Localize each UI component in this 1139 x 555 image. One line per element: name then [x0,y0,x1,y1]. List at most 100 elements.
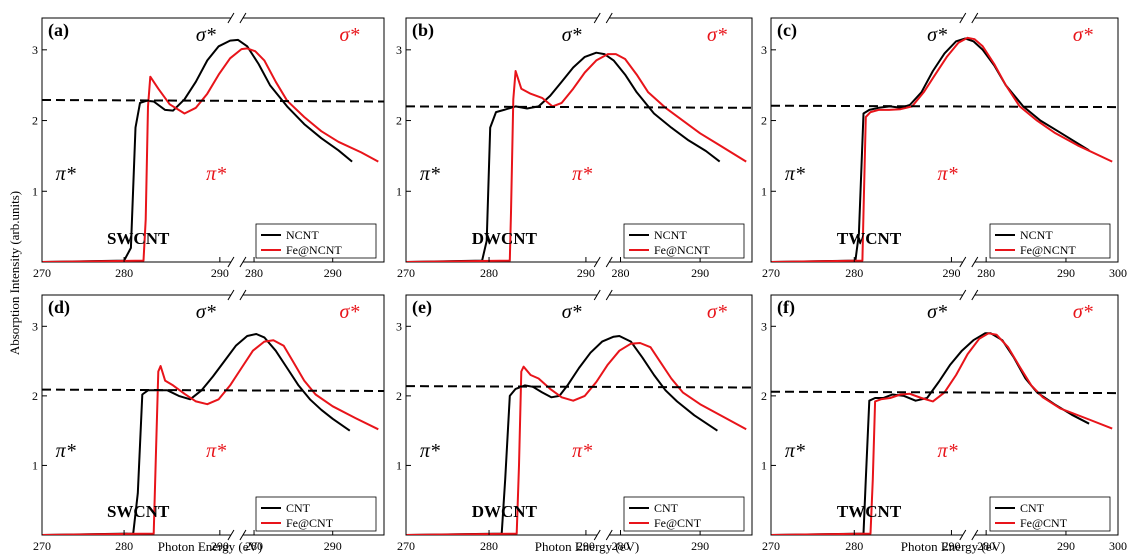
x-tick-label: 280 [977,539,995,553]
sigma-star-label: σ* [1073,24,1093,46]
sigma-star-label: σ* [927,24,947,46]
pi-star-label: π* [938,163,958,185]
axis-break-mark [227,529,235,541]
sigma-star-label: σ* [196,301,216,323]
legend-entry: NCNT [654,228,687,242]
y-tick-label: 2 [32,114,38,128]
legend-box [623,223,745,259]
y-tick-label: 1 [396,458,402,472]
legend-entry: Fe@CNT [1020,516,1068,530]
dashed-reference-line [406,385,752,389]
panel-f: 1 2 3 270 280 290 280 290 300 (f) σ* σ* π* π* TWCNT CNT… [761,289,1127,553]
axis-break-mark [593,256,601,268]
axis-break-mark [605,12,613,24]
plot-frame [770,17,1119,263]
legend-box [623,496,745,532]
sigma-star-label: σ* [927,301,947,323]
series-line-pristine [406,51,721,262]
x-tick-label: 270 [33,266,51,280]
plot-frame [41,294,385,536]
axis-break-mark [971,529,979,541]
pi-star-label: π* [56,440,76,462]
axis-break-mark [593,529,601,541]
series-line-fe-doped [42,47,379,262]
panel-label: (d) [48,297,70,318]
series-line-pristine [771,37,1090,262]
x-tick-label: 280 [612,539,630,553]
series-line-fe-doped [406,342,747,535]
legend-entry: CNT [286,501,311,515]
legend-entry: NCNT [286,228,319,242]
legend-entry: Fe@CNT [654,516,702,530]
y-tick-label: 2 [761,389,767,403]
sigma-star-label: σ* [562,24,582,46]
x-tick-label: 280 [845,266,863,280]
panel-a: 1 2 3 270 280 290 280 290 (a) σ* σ* π* π* SWCNT NCNTFe… [32,12,385,280]
series-line-fe-doped [406,53,747,262]
y-tick-label: 2 [396,114,402,128]
y-tick-label: 1 [761,184,767,198]
sigma-star-label: σ* [707,24,727,46]
dashed-reference-line [42,388,384,392]
x-tick-label: 280 [977,266,995,280]
axis-break-mark [971,289,979,301]
axis-break-mark [227,12,235,24]
x-axis-label-left: Photon Energy (eV) [157,539,263,554]
panel-d: 1 2 3 270 280 290 280 290 (d) σ* σ* π* π* SWCNT CNTFe@… [32,289,385,553]
y-tick-label: 3 [396,43,402,57]
pi-star-label: π* [785,440,805,462]
x-tick-label: 270 [762,539,780,553]
x-tick-label: 280 [115,266,133,280]
legend-entry: Fe@CNT [286,516,334,530]
panel-b: 1 2 3 270 280 290 280 290 (b) σ* σ* π* π* DWCNT NCNTFe… [396,12,753,280]
legend-box [989,496,1111,532]
dashed-reference-line [42,99,384,103]
x-axis-label: Photon Energy (eV) [534,539,640,554]
axis-break-mark [971,12,979,24]
axis-break-mark [239,529,247,541]
y-axis-label: Absorption Intensity (arb.units) [7,190,22,356]
plot-frame [405,17,753,263]
dashed-reference-line [406,105,752,109]
tube-type-label: DWCNT [472,229,538,248]
y-tick-label: 3 [761,43,767,57]
x-tick-label: 280 [612,266,630,280]
legend-entry: Fe@NCNT [654,243,710,257]
x-tick-label: 300 [1109,266,1127,280]
legend-box [989,223,1111,259]
axis-break-mark [593,289,601,301]
axis-break-mark [605,289,613,301]
panel-label: (c) [777,20,797,41]
plot-frame [405,294,753,536]
y-tick-label: 1 [396,184,402,198]
y-tick-label: 1 [32,458,38,472]
panel-label: (e) [412,297,432,318]
series-line-fe-doped [771,332,1113,535]
legend-entry: Fe@NCNT [286,243,342,257]
panel-label: (b) [412,20,434,41]
x-tick-label: 290 [577,266,595,280]
series-line-pristine [406,335,718,535]
legend-entry: CNT [654,501,679,515]
axis-break-mark [239,12,247,24]
x-tick-label: 290 [324,539,342,553]
x-tick-label: 290 [1057,539,1075,553]
x-tick-label: 290 [691,266,709,280]
x-tick-label: 290 [942,266,960,280]
y-tick-label: 3 [761,319,767,333]
sigma-star-label: σ* [196,24,216,46]
y-tick-label: 3 [32,43,38,57]
series-line-pristine [42,38,353,262]
y-tick-label: 2 [396,389,402,403]
x-tick-label: 290 [577,539,595,553]
x-tick-label: 280 [245,539,263,553]
pi-star-label: π* [572,163,592,185]
legend-entry: CNT [1020,501,1045,515]
pi-star-label: π* [938,440,958,462]
legend-entry: Fe@NCNT [1020,243,1076,257]
tube-type-label: SWCNT [107,502,170,521]
x-tick-label: 280 [115,539,133,553]
plot-frame [770,294,1119,536]
sigma-star-label: σ* [340,24,360,46]
